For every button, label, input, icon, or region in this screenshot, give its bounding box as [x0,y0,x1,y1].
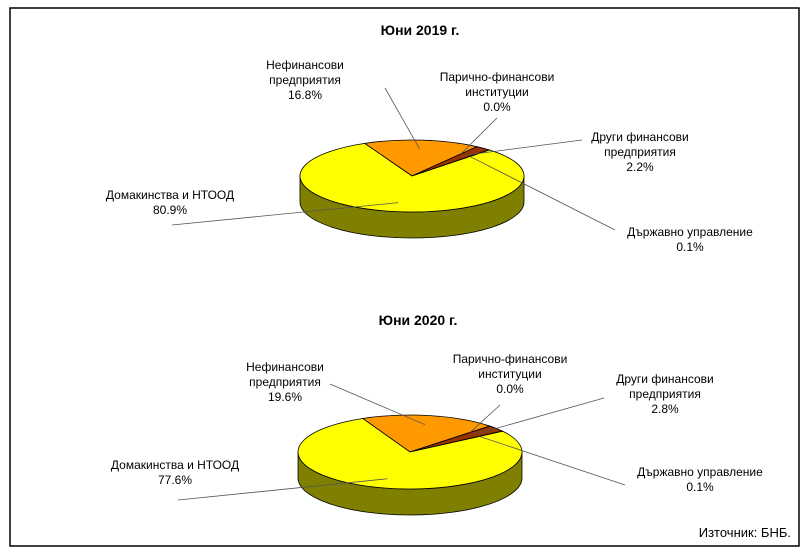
category-label: Домакинства и НТООД [105,188,235,202]
pie-slice [297,418,523,490]
leader-line [474,397,605,435]
value-label: 77.6% [157,473,193,487]
value-label: 16.8% [287,88,323,102]
value-label: 0.0% [496,382,524,396]
chart-title: Юни 2020 г. [378,312,458,328]
category-label: Парично-финансови институции [439,70,555,99]
value-label: 0.0% [483,100,511,114]
leader-line [469,156,616,231]
value-label: 2.8% [651,402,679,416]
data-label: Нефинансови предприятия 19.6% [230,360,340,405]
value-label: 19.6% [267,390,303,404]
category-label: Други финансови предприятия [616,372,714,401]
frame [9,7,800,547]
value-label: 0.1% [676,240,704,254]
category-label: Домакинства и НТООД [110,458,240,472]
data-label: Домакинства и НТООД 77.6% [90,458,260,488]
data-label: Държавно управление 0.1% [615,465,785,495]
data-label: Парично-финансови институции 0.0% [427,70,567,115]
data-label: Домакинства и НТООД 80.9% [85,188,255,218]
value-label: 0.1% [686,480,714,494]
leader-line [384,87,421,150]
value-label: 2.2% [626,160,654,174]
data-label: Други финансови предприятия 2.8% [600,372,730,417]
category-label: Други финансови предприятия [591,130,689,159]
data-label: Парично-финансови институции 0.0% [440,352,580,397]
leader-line [465,139,583,156]
data-label: Други финансови предприятия 2.2% [575,130,705,175]
pie-slice [299,142,525,213]
category-label: Държавно управление [627,225,753,239]
category-label: Държавно управление [637,465,763,479]
data-label: Държавно управление 0.1% [605,225,775,255]
data-label: Нефинансови предприятия 16.8% [250,58,360,103]
source: Източник: БНБ. [698,525,791,540]
category-label: Нефинансови предприятия [266,58,344,87]
leader-line [171,202,399,226]
chart-title: Юни 2019 г. [380,22,460,38]
value-label: 80.9% [152,203,188,217]
leader-line [329,383,426,426]
pie-slice [361,414,492,453]
leader-line [469,404,501,433]
category-label: Парично-финансови институции [452,352,568,381]
leader-line [460,117,498,155]
leader-line [479,435,626,486]
category-label: Нефинансови предприятия [246,360,324,389]
leader-line [177,478,388,501]
